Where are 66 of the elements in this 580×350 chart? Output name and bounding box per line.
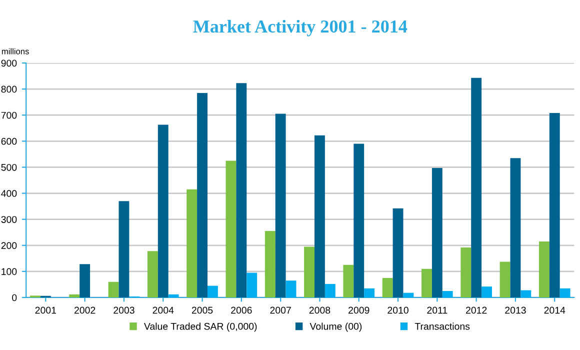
bar (226, 160, 236, 298)
bar (392, 208, 404, 298)
bar (236, 83, 247, 298)
bar (80, 264, 90, 298)
y-tick-label: 900 (1, 60, 17, 67)
y-tick-label: 100 (2, 268, 17, 276)
legend-label: Volume (00) (310, 322, 362, 332)
bar (207, 286, 218, 298)
bar (275, 114, 286, 298)
bar (471, 78, 482, 298)
bar (482, 286, 492, 298)
bar (304, 246, 315, 298)
x-tick-label: 2001 (35, 306, 56, 314)
bar (460, 247, 472, 298)
bar (354, 144, 364, 298)
bar (314, 135, 325, 298)
x-tick-label: 2006 (231, 306, 252, 314)
bar (364, 288, 375, 298)
x-tick-label: 2014 (544, 306, 566, 314)
bar (186, 189, 198, 298)
chart-title: Market Activity 2001 - 2014 (193, 20, 408, 36)
legend-label: Value Traded SAR (0,000) (144, 322, 257, 332)
bar (422, 268, 432, 298)
bar (118, 201, 130, 298)
bar (549, 113, 560, 298)
bar (500, 262, 510, 298)
bar (382, 278, 393, 298)
bar (520, 290, 532, 298)
y-tick-label: 400 (1, 190, 17, 197)
x-tick-label: 2008 (309, 306, 330, 314)
bar (324, 284, 336, 298)
bar (510, 158, 521, 298)
bar (246, 272, 258, 298)
bar (432, 168, 442, 298)
x-tick-label: 2009 (348, 306, 370, 314)
y-tick-label: 800 (1, 86, 17, 93)
bar (286, 280, 296, 298)
y-tick-label: 500 (1, 164, 17, 171)
x-tick-label: 2004 (152, 306, 174, 314)
bar (168, 294, 179, 298)
x-tick-label: 2012 (466, 306, 487, 314)
bar (147, 251, 158, 298)
bar (343, 264, 354, 298)
y-tick-label: 600 (1, 138, 17, 145)
x-tick-label: 2003 (114, 306, 134, 314)
x-tick-label: 2010 (388, 306, 408, 314)
x-tick-label: 2011 (427, 306, 448, 314)
bar (403, 292, 414, 298)
bar (108, 282, 119, 298)
bar (197, 92, 208, 298)
x-tick-label: 2007 (270, 306, 291, 314)
bar (264, 231, 276, 298)
y-tick-label: 300 (1, 216, 17, 223)
bar (69, 294, 80, 298)
y-axis-title: millions (2, 48, 29, 54)
bar (442, 290, 453, 298)
legend-label: Transactions (414, 322, 470, 330)
x-tick-label: 2005 (192, 306, 213, 314)
y-tick-label: 0 (12, 294, 17, 302)
x-tick-label: 2013 (505, 306, 526, 314)
y-tick-label: 200 (1, 242, 17, 250)
bar (158, 124, 168, 298)
x-tick-label: 2002 (74, 306, 96, 314)
bar (538, 241, 550, 298)
bar (560, 288, 570, 298)
y-tick-label: 700 (1, 112, 17, 119)
